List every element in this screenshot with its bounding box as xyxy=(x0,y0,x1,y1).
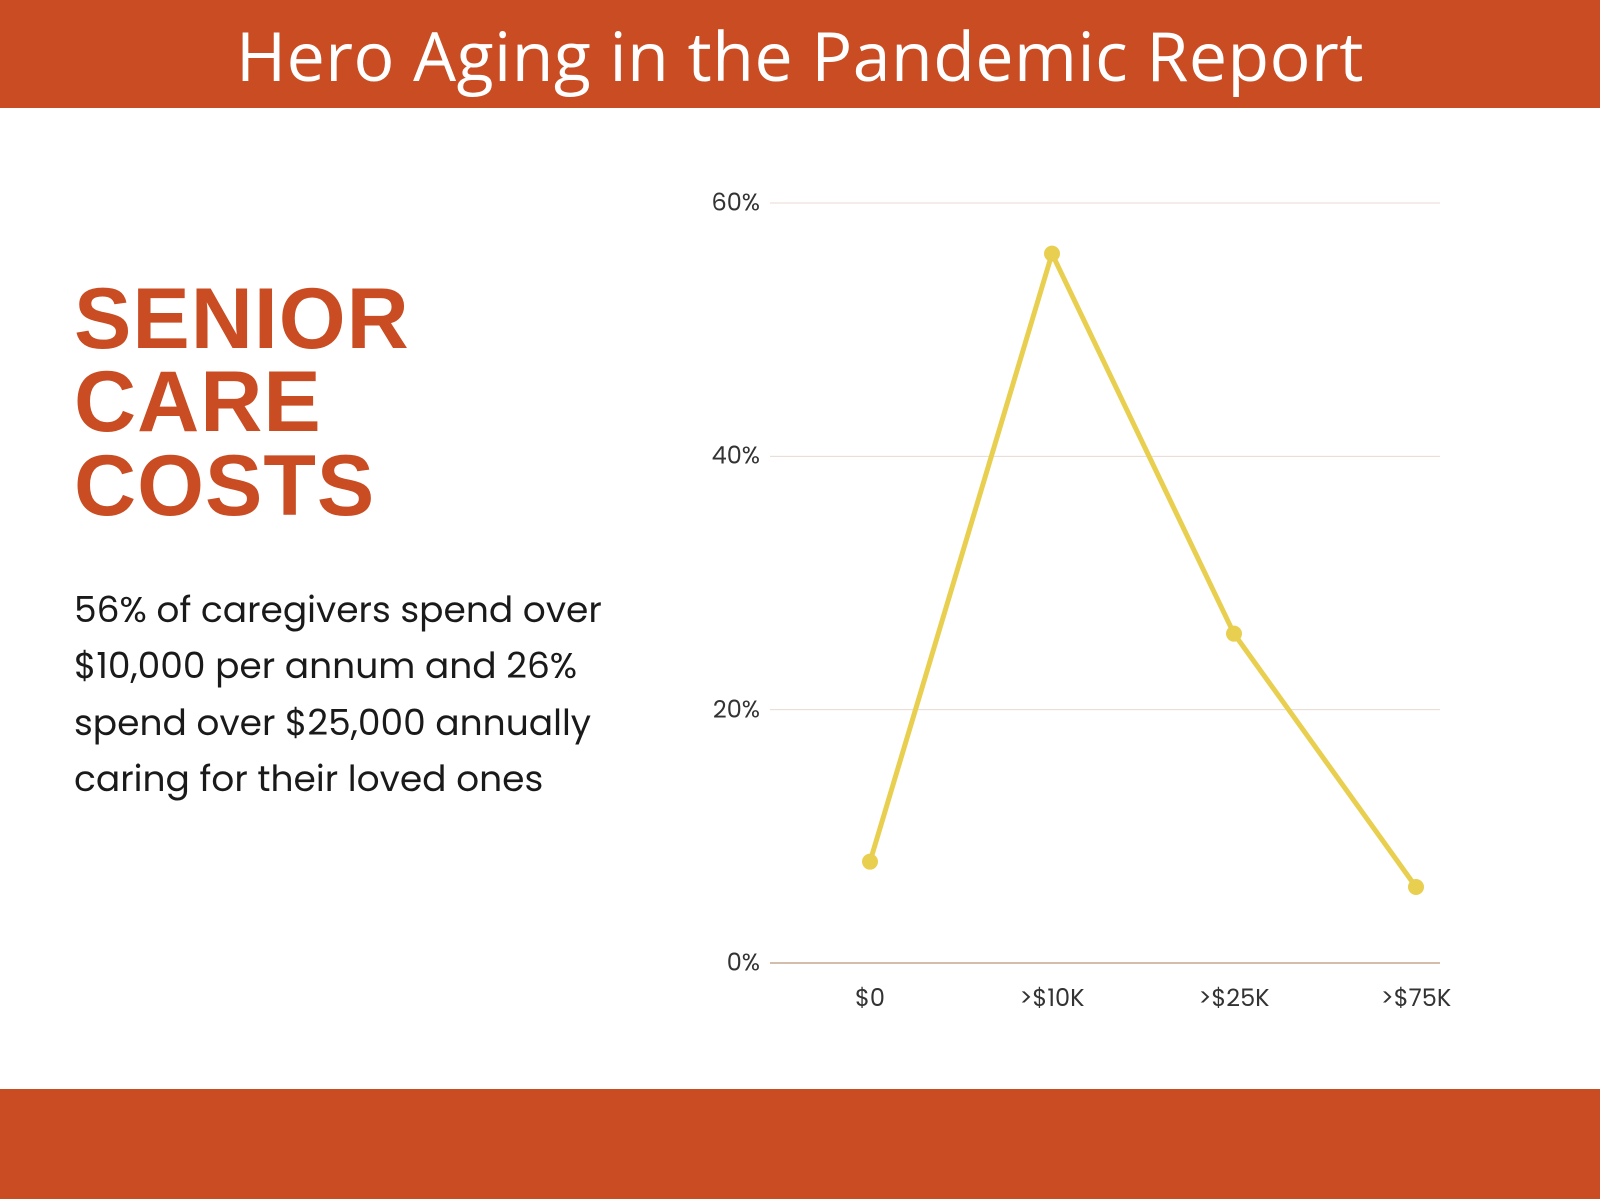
senior-care-costs-chart: 0%20%40%60%$0>$10K>$25K>$75K xyxy=(720,108,1520,1043)
header-bar: Hero Aging in the Pandemic Report xyxy=(0,0,1600,108)
x-axis-label: $0 xyxy=(855,981,885,1016)
y-axis-label: 40% xyxy=(690,439,760,474)
page: Hero Aging in the Pandemic Report SENIOR… xyxy=(0,0,1600,1199)
y-axis-label: 20% xyxy=(690,692,760,727)
x-axis-label: >$25K xyxy=(1198,981,1269,1016)
right-column: 0%20%40%60%$0>$10K>$25K>$75K xyxy=(720,108,1600,1089)
y-axis-label: 60% xyxy=(690,186,760,221)
footer-bar xyxy=(0,1089,1600,1199)
chart-marker xyxy=(862,854,878,870)
section-title-line2: COSTS xyxy=(74,445,670,528)
page-title: Hero Aging in the Pandemic Report xyxy=(236,8,1364,101)
section-title: SENIOR CARE COSTS xyxy=(74,278,670,528)
section-body: 56% of caregivers spend over $10,000 per… xyxy=(74,582,634,807)
chart-line xyxy=(870,254,1416,887)
x-axis-label: >$10K xyxy=(1020,981,1085,1016)
chart-svg xyxy=(720,108,1520,1043)
x-axis-label: >$75K xyxy=(1381,981,1451,1016)
y-axis-label: 0% xyxy=(690,946,760,981)
content-area: SENIOR CARE COSTS 56% of caregivers spen… xyxy=(0,108,1600,1089)
chart-marker xyxy=(1408,879,1424,895)
chart-marker xyxy=(1044,246,1060,262)
chart-marker xyxy=(1226,626,1242,642)
section-title-line1: SENIOR CARE xyxy=(74,278,670,445)
left-column: SENIOR CARE COSTS 56% of caregivers spen… xyxy=(0,108,720,1089)
